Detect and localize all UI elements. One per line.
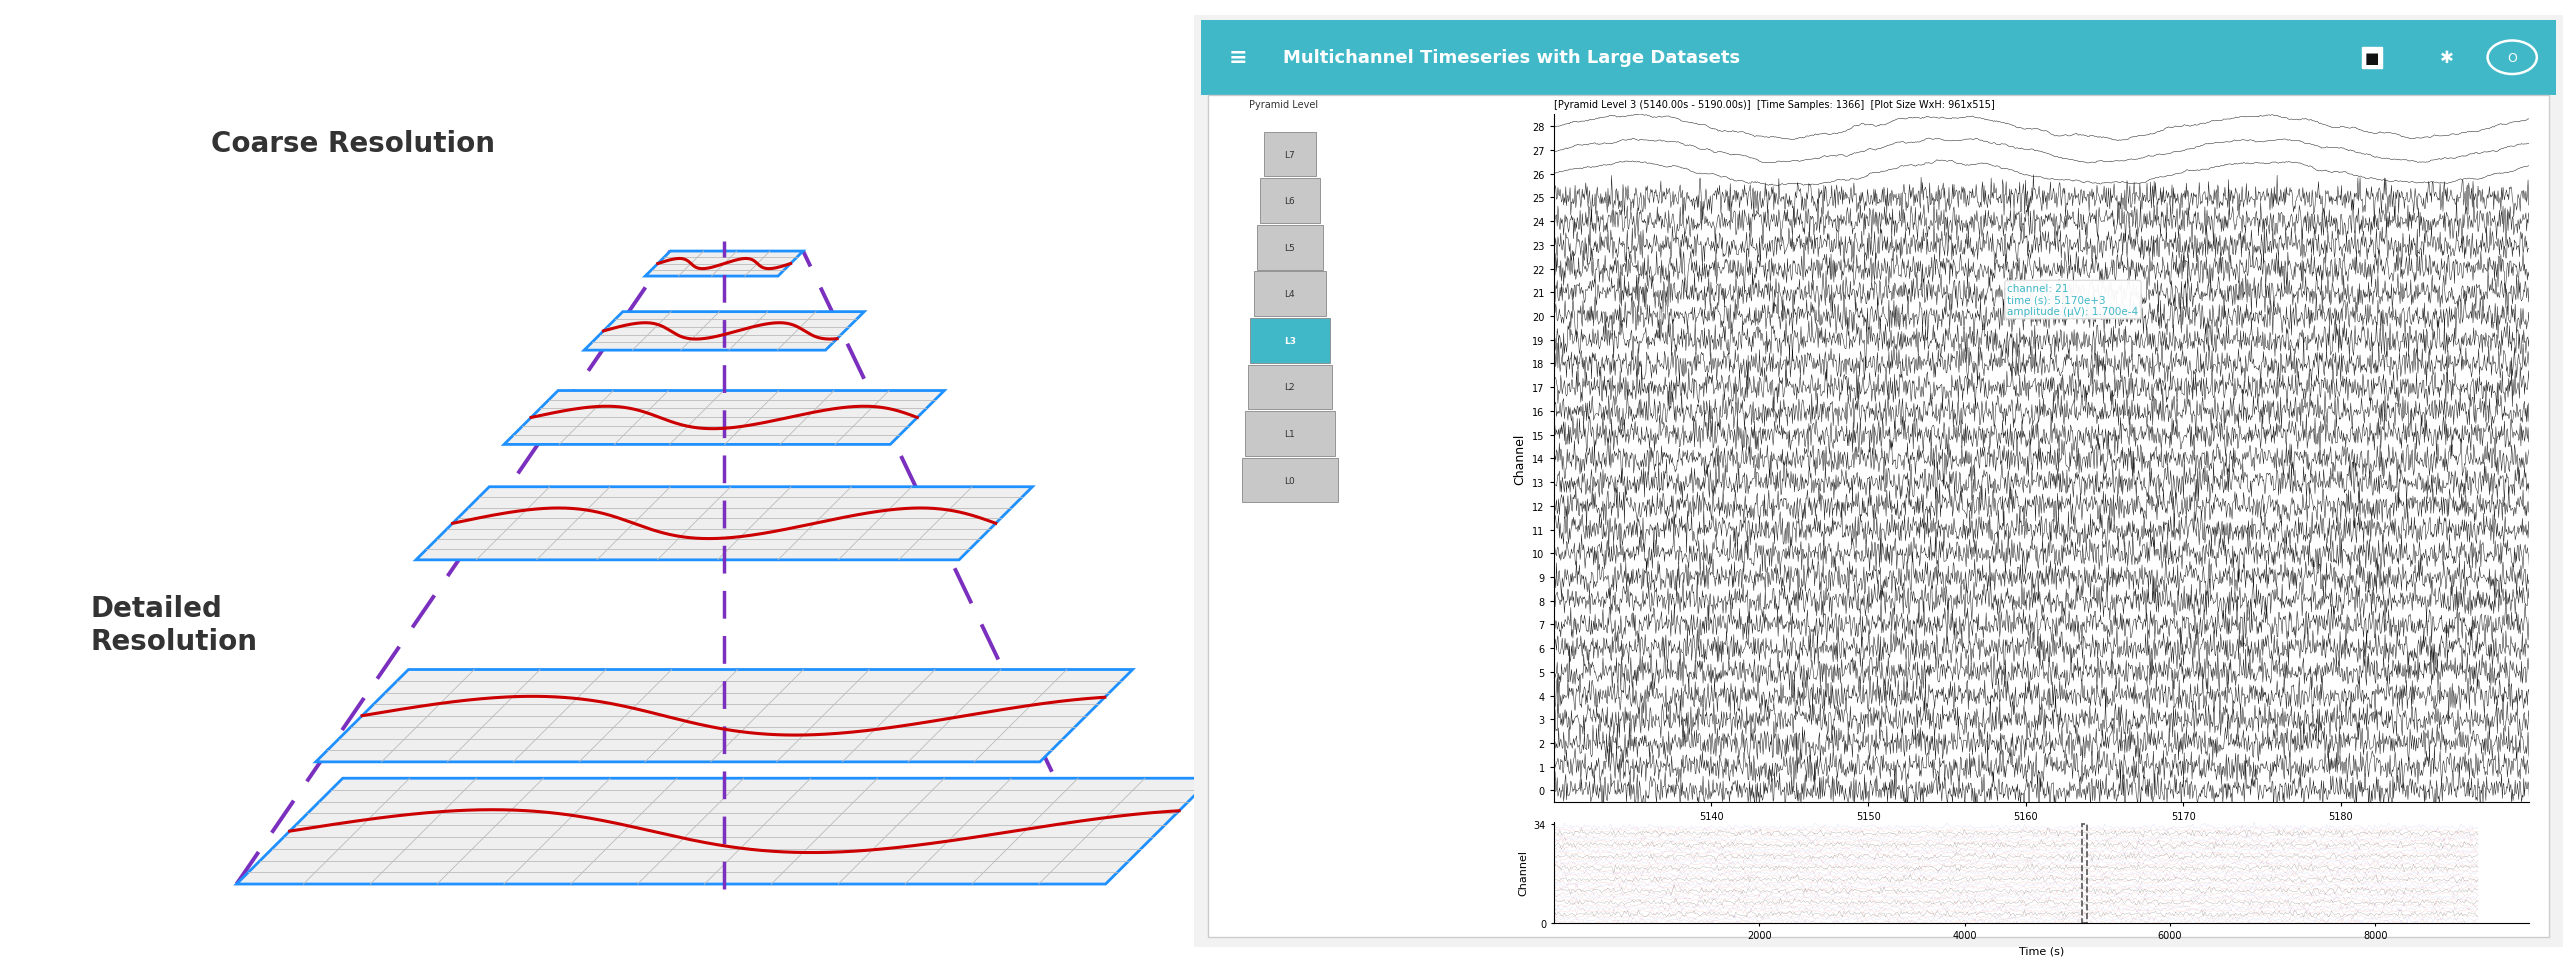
- Text: O: O: [2506, 52, 2517, 64]
- Text: Detailed
Resolution: Detailed Resolution: [90, 595, 257, 654]
- Polygon shape: [645, 252, 804, 277]
- Text: Pyramid Level: Pyramid Level: [1248, 100, 1317, 110]
- Polygon shape: [583, 312, 865, 351]
- Y-axis label: Channel: Channel: [1513, 433, 1525, 484]
- Text: Coarse Resolution: Coarse Resolution: [211, 130, 496, 159]
- Text: ≡: ≡: [1228, 48, 1248, 68]
- Y-axis label: Channel: Channel: [1518, 850, 1528, 895]
- Bar: [1261, 179, 1320, 224]
- Text: L3: L3: [1284, 336, 1297, 346]
- X-axis label: Time (s): Time (s): [2016, 827, 2067, 840]
- Text: L7: L7: [1284, 151, 1294, 160]
- X-axis label: Time (s): Time (s): [2018, 946, 2065, 956]
- Text: L4: L4: [1284, 290, 1294, 299]
- Text: L1: L1: [1284, 430, 1294, 438]
- Text: ■: ■: [2365, 51, 2378, 65]
- Text: ⊕  ⊖  θP  θP  ↓  ↺  ≡  ●: ⊕ ⊖ θP θP ↓ ↺ ≡ ●: [2262, 118, 2386, 129]
- FancyBboxPatch shape: [1186, 12, 2568, 951]
- Bar: [1263, 133, 1315, 177]
- Text: L0: L0: [1284, 476, 1294, 485]
- Bar: [1253, 272, 1325, 317]
- Polygon shape: [236, 778, 1212, 884]
- Polygon shape: [416, 487, 1032, 560]
- Bar: [2083, 825, 2088, 923]
- Text: L5: L5: [1284, 243, 1294, 253]
- Bar: [1202, 21, 2555, 95]
- Text: ✱: ✱: [2440, 49, 2452, 67]
- Bar: [1245, 411, 1335, 456]
- Text: [Pyramid Level 3 (5140.00s - 5190.00s)]  [Time Samples: 1366]  [Plot Size WxH: 9: [Pyramid Level 3 (5140.00s - 5190.00s)] …: [1554, 100, 1995, 111]
- Polygon shape: [316, 670, 1132, 762]
- Text: L6: L6: [1284, 197, 1294, 206]
- Text: channel: 21
time (s): 5.170e+3
amplitude (μV): 1.700e-4: channel: 21 time (s): 5.170e+3 amplitude…: [2008, 283, 2139, 317]
- Bar: [1248, 365, 1333, 409]
- Polygon shape: [503, 391, 945, 445]
- Bar: [1258, 226, 1323, 270]
- Bar: [1243, 458, 1338, 503]
- Text: Multichannel Timeseries with Large Datasets: Multichannel Timeseries with Large Datas…: [1284, 49, 1741, 67]
- Text: L2: L2: [1284, 383, 1294, 392]
- Bar: [1251, 319, 1330, 363]
